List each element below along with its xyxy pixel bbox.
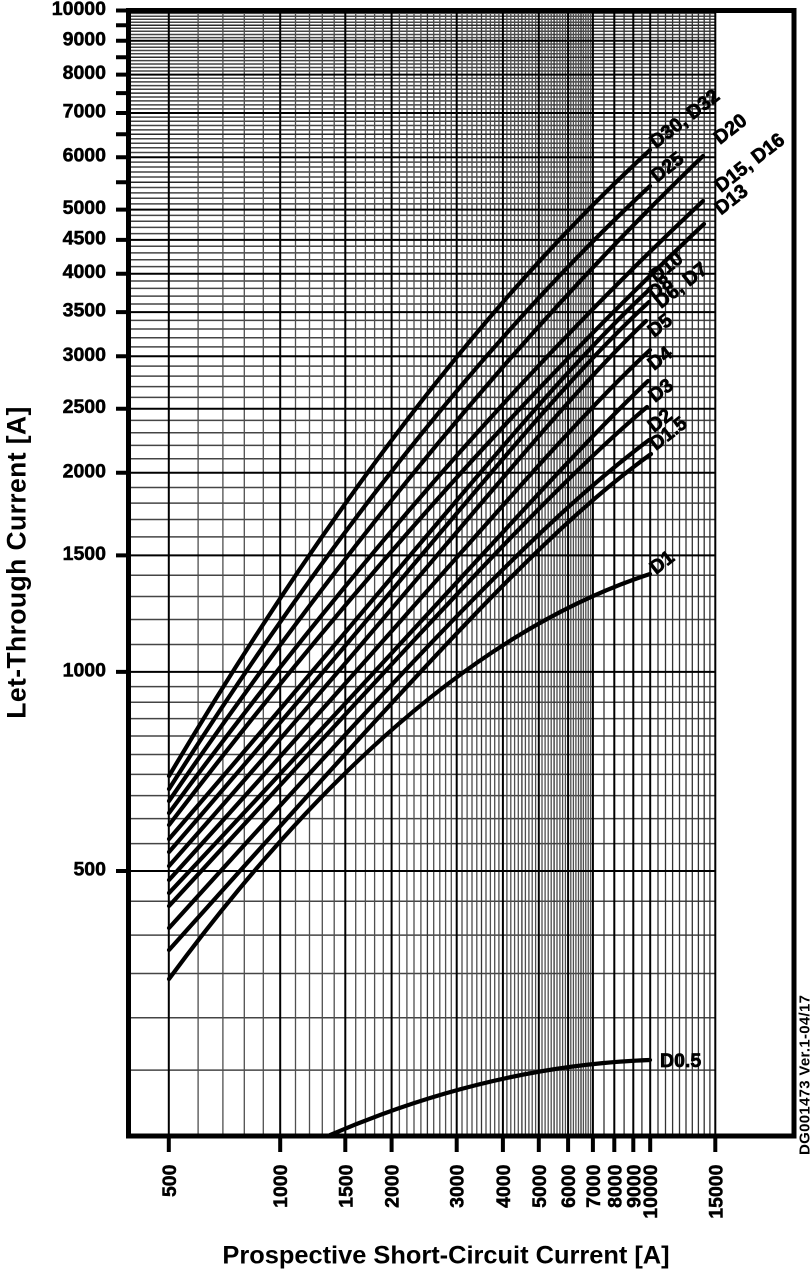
svg-text:3500: 3500 [63,300,107,322]
svg-text:1000: 1000 [270,1164,292,1208]
svg-text:5000: 5000 [529,1164,551,1208]
svg-text:500: 500 [159,1164,181,1197]
svg-text:1000: 1000 [63,659,107,681]
svg-text:2000: 2000 [382,1164,404,1208]
svg-text:7000: 7000 [583,1164,605,1208]
svg-text:DG001473 Ver.1-04/17: DG001473 Ver.1-04/17 [797,995,810,1155]
svg-text:6000: 6000 [558,1164,580,1208]
svg-text:4500: 4500 [63,227,107,249]
svg-text:500: 500 [73,859,106,881]
svg-text:2000: 2000 [63,460,107,482]
svg-text:3000: 3000 [447,1164,469,1208]
svg-text:6000: 6000 [63,145,107,167]
svg-text:3000: 3000 [63,344,107,366]
svg-text:Prospective Short-Circuit Curr: Prospective Short-Circuit Current [A] [222,1242,669,1270]
svg-text:5000: 5000 [63,197,107,219]
svg-text:10000: 10000 [52,0,106,20]
svg-text:1500: 1500 [63,543,107,565]
svg-text:7000: 7000 [63,101,107,123]
svg-text:8000: 8000 [63,62,107,84]
svg-text:Let-Through Current [A]: Let-Through Current [A] [2,406,32,718]
svg-text:4000: 4000 [63,261,107,283]
svg-text:D0.5: D0.5 [660,1050,701,1072]
svg-text:2500: 2500 [63,396,107,418]
svg-text:4000: 4000 [493,1164,515,1208]
svg-text:1500: 1500 [335,1164,357,1208]
svg-text:15000: 15000 [705,1164,727,1218]
svg-text:10000: 10000 [640,1164,662,1218]
svg-text:9000: 9000 [63,28,107,50]
